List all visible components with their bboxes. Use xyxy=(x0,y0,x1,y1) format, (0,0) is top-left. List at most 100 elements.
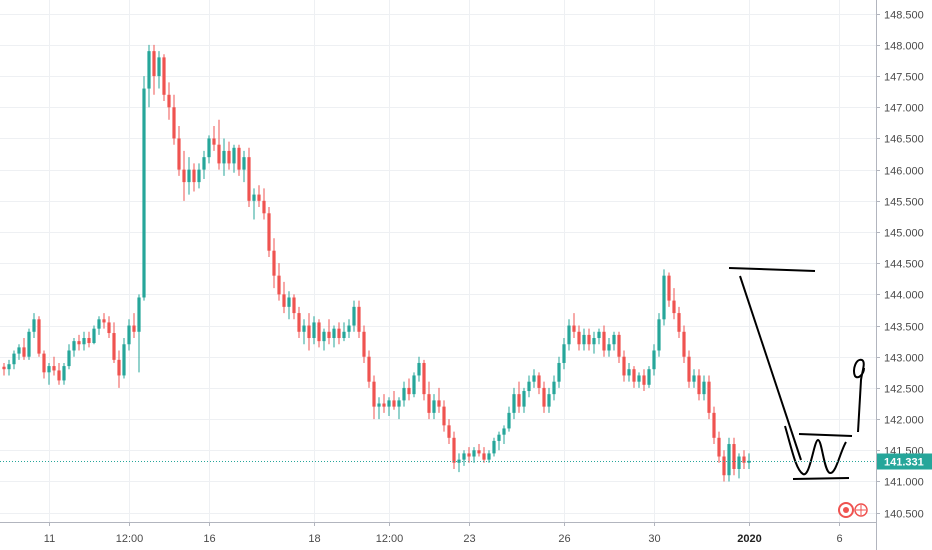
y-tick-label: 146.500 xyxy=(884,134,924,146)
candle-body xyxy=(122,344,126,376)
arrow-up-icon xyxy=(852,358,865,433)
candle-body xyxy=(567,325,571,345)
candle-body xyxy=(117,359,121,376)
candle-body xyxy=(192,169,196,183)
y-tick-label: 148.500 xyxy=(884,10,924,22)
candle-body xyxy=(712,412,716,438)
candle-body xyxy=(142,88,146,298)
candle-body xyxy=(597,331,601,339)
double-bottom-curve xyxy=(784,425,847,476)
candle-body xyxy=(677,313,681,332)
candle-body xyxy=(672,300,676,314)
candle-body xyxy=(52,366,56,371)
candle-body xyxy=(152,51,156,77)
candle-body xyxy=(317,322,321,342)
candle-body xyxy=(332,328,336,339)
support-line xyxy=(792,477,850,480)
candle-body xyxy=(367,356,371,382)
time-axis[interactable]: 11 12:00 16 18 12:00 23 26 30 2020 6 xyxy=(0,522,876,545)
x-tick-label: 12:00 xyxy=(116,533,144,545)
candle-body xyxy=(742,456,746,463)
y-tick-label: 148.000 xyxy=(884,41,924,53)
candle-body xyxy=(442,406,446,426)
candle-body xyxy=(82,338,86,345)
y-tick-label: 142.000 xyxy=(884,415,924,427)
alert-badge[interactable] xyxy=(838,502,868,518)
candle-body xyxy=(182,169,186,183)
candle-body xyxy=(147,51,151,89)
candle-body xyxy=(92,328,96,344)
y-tick-label: 141.000 xyxy=(884,477,924,489)
candle-body xyxy=(627,369,631,376)
x-tick-label: 6 xyxy=(836,533,842,545)
candle-body xyxy=(347,325,351,332)
trend-drawings xyxy=(728,267,865,480)
x-tick-label: 26 xyxy=(558,533,570,545)
candle-body xyxy=(322,331,326,342)
candle-body xyxy=(432,400,436,413)
candle-body xyxy=(497,434,501,441)
candle-body xyxy=(2,366,6,370)
y-tick-label: 147.000 xyxy=(884,103,924,115)
y-tick-label: 140.500 xyxy=(884,509,924,521)
candle-body xyxy=(247,157,251,201)
candle-body xyxy=(582,334,586,345)
candle-body xyxy=(312,322,316,339)
candle-body xyxy=(512,394,516,413)
candle-body xyxy=(642,375,646,385)
candle-body xyxy=(697,375,701,395)
candle-body xyxy=(557,362,561,382)
candle-body xyxy=(487,453,491,460)
candle-body xyxy=(262,200,266,214)
candle-body xyxy=(607,344,611,351)
candle-body xyxy=(692,375,696,382)
candle-body xyxy=(492,440,496,454)
candle-body xyxy=(72,341,76,351)
candle-body xyxy=(297,313,301,332)
candle-body xyxy=(47,366,51,373)
candle-body xyxy=(77,341,81,345)
candle-body xyxy=(187,169,191,183)
candle-body xyxy=(502,428,506,435)
y-tick-label: 146.000 xyxy=(884,166,924,178)
candle-body xyxy=(412,375,416,395)
current-price-tag-bg xyxy=(877,453,932,470)
candle-body xyxy=(417,362,421,376)
candle-body xyxy=(107,322,111,334)
candle-body xyxy=(207,138,211,158)
candle-body xyxy=(452,437,456,463)
candle-body xyxy=(467,453,471,457)
candle-body xyxy=(387,400,391,407)
y-tick-label: 143.500 xyxy=(884,322,924,334)
candle-body xyxy=(482,453,486,460)
candle-body xyxy=(687,356,691,382)
x-tick-label: 11 xyxy=(44,533,55,545)
y-tick-label: 144.000 xyxy=(884,290,924,302)
candles xyxy=(2,44,751,482)
candle-body xyxy=(637,375,641,382)
candle-body xyxy=(527,381,531,392)
candle-body xyxy=(157,57,161,77)
candle-body xyxy=(172,107,176,139)
candle-body xyxy=(27,331,31,357)
candle-body xyxy=(542,387,546,407)
candle-body xyxy=(177,138,181,170)
y-tick-label: 142.500 xyxy=(884,384,924,396)
candle-body xyxy=(727,444,731,476)
candle-body xyxy=(132,325,136,332)
candle-body xyxy=(97,319,101,329)
candle-body xyxy=(717,437,721,457)
candle-body xyxy=(732,444,736,469)
candle-body xyxy=(407,387,411,395)
candle-body xyxy=(282,294,286,307)
x-tick-label: 23 xyxy=(463,533,475,545)
candle-body xyxy=(522,391,526,407)
x-tick-label: 30 xyxy=(648,533,660,545)
trend-line xyxy=(739,275,802,461)
candle-body xyxy=(682,331,686,357)
candle-body xyxy=(252,194,256,201)
x-tick-label: 2020 xyxy=(737,533,761,545)
candle-body xyxy=(547,394,551,407)
candle-body xyxy=(617,334,621,357)
